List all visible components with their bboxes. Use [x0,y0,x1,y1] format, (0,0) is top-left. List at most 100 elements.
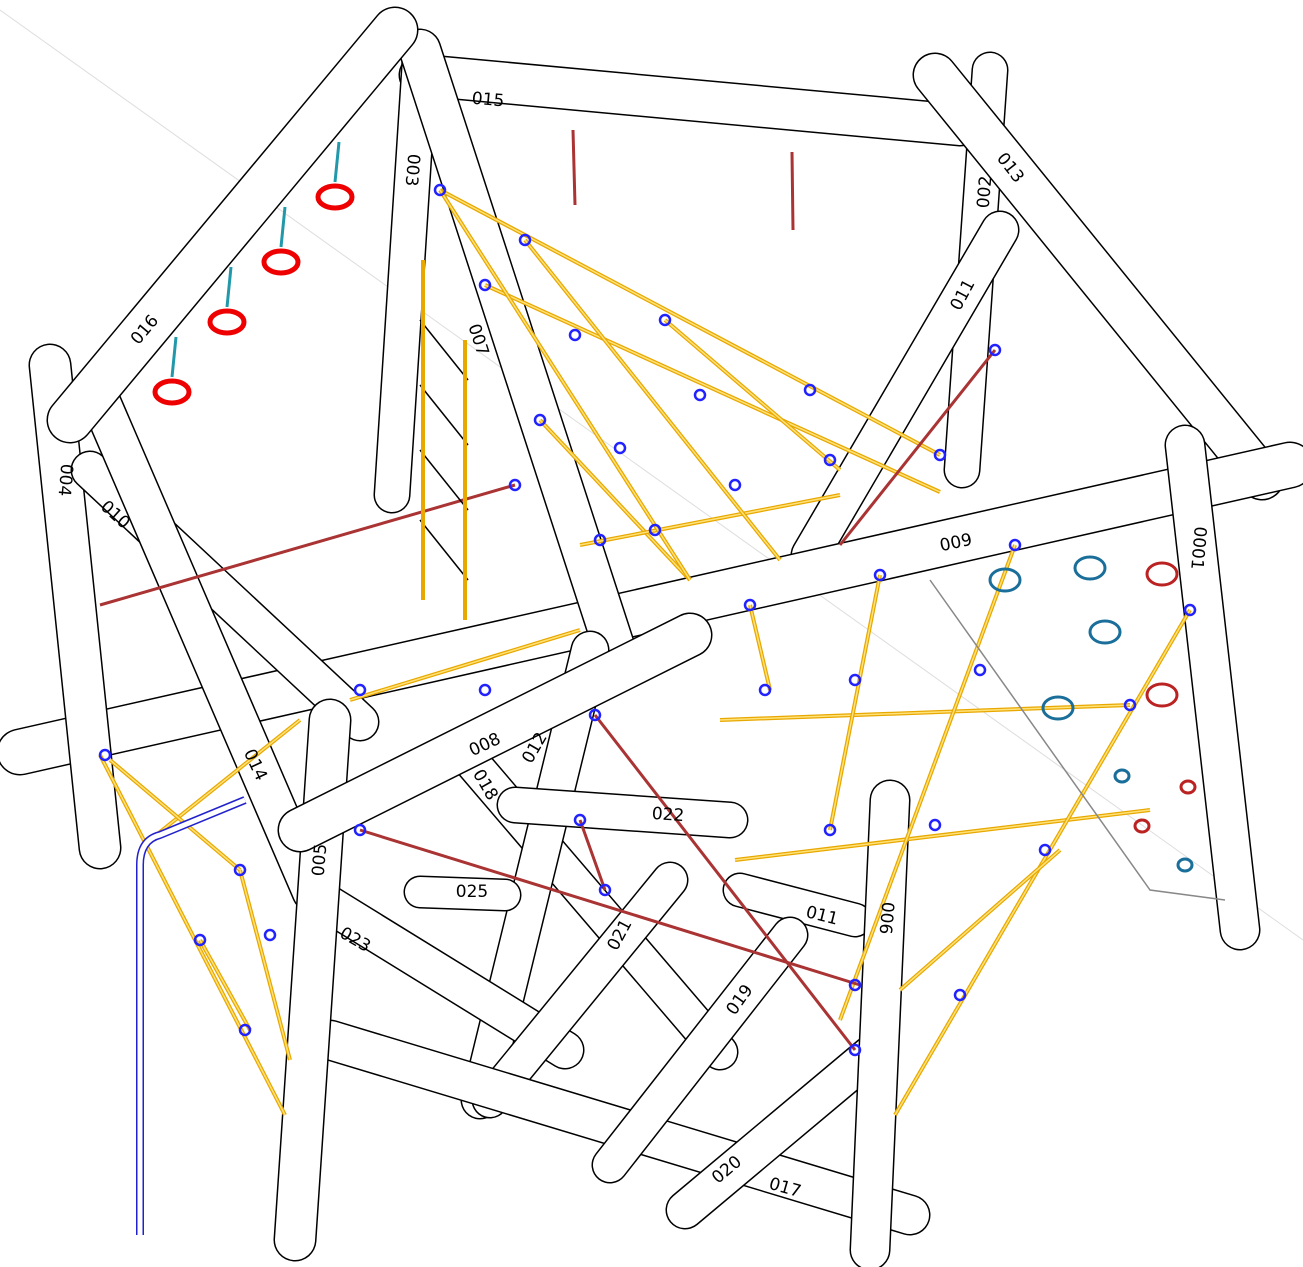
fitting [953,988,967,1002]
part-label: 004 [54,463,77,497]
log-body [375,43,437,512]
ring-chain [225,266,233,308]
net-rope-core [839,544,1016,1021]
rod [593,714,857,1051]
net-rope-core [199,939,251,1031]
fitting [433,183,447,197]
part-label: 006 [875,901,898,935]
rod [571,129,577,206]
fitting [353,823,367,837]
net-rope-core [149,719,301,841]
net-rope-core [484,284,941,493]
net-rope-core [749,604,771,691]
fitting [1183,603,1197,617]
fitting [533,413,547,427]
fitting [1038,843,1052,857]
fitting [758,683,772,697]
rod [578,819,607,891]
net-rope-core [239,869,291,1061]
log-body [498,788,747,837]
climbing-hold [1176,857,1194,873]
part-label: 002 [974,175,997,209]
ring [207,308,247,336]
ring [261,248,301,276]
slide-pipe-inner [137,797,246,1235]
net-rope-core [899,849,1061,991]
log-body [48,8,417,442]
log-body [312,887,583,1068]
ladder-rung [419,519,469,581]
fitting [98,748,112,762]
climbing-hold [1133,818,1151,834]
fitting [658,313,672,327]
part-label: 005 [309,843,332,877]
ladder-rung [419,384,469,446]
climbing-hold [1041,695,1075,721]
climbing-hold [1145,561,1179,587]
wall-outline [929,579,1226,901]
fitting [193,933,207,947]
fitting [508,478,522,492]
fitting [233,863,247,877]
net-rope-core [439,189,691,581]
net-rope-core [829,574,881,831]
ring-chain [279,206,287,248]
rod [838,349,997,546]
fitting [598,883,612,897]
net-rope-core [109,759,241,871]
log-body [724,874,871,936]
fitting [693,388,707,402]
net-rope-core [664,319,841,471]
fitting [803,383,817,397]
fitting [568,328,582,342]
log-body [400,30,635,670]
fitting [573,813,587,827]
fitting [848,673,862,687]
fitting [873,568,887,582]
fitting [823,453,837,467]
net-rope-core [99,754,286,1116]
rod [790,151,795,231]
net-rope-core [734,809,1151,861]
fitting [848,1043,862,1057]
logs [0,6,1303,1267]
ring-chain [333,141,341,183]
part-label: 003 [401,153,424,187]
fitting [988,343,1002,357]
fitting [353,683,367,697]
fitting [648,523,662,537]
fitting [928,818,942,832]
climbing-hold [1145,682,1179,708]
nets [98,188,1192,1117]
rod [99,483,516,607]
fitting [613,441,627,455]
part-label: 022 [651,804,685,826]
log-body [1166,426,1259,949]
net-rope-core [894,609,1191,1116]
fitting [1123,698,1137,712]
fitting [743,598,757,612]
ring [315,183,355,211]
fitting [588,708,602,722]
fitting [933,448,947,462]
part-label: 0001 [1186,526,1210,571]
extras [98,129,1226,1235]
fitting [478,683,492,697]
fitting [478,278,492,292]
log-body [400,55,980,145]
fitting [823,823,837,837]
ring-chain [170,336,178,378]
fitting [973,663,987,677]
fitting [593,533,607,547]
fitting [238,1023,252,1037]
rod [359,828,861,987]
log-body [851,781,909,1267]
net-rope-core [524,239,781,561]
part-label: 025 [456,882,488,902]
climbing-hold [1073,555,1107,581]
log-body [81,381,331,911]
fitting [263,928,277,942]
fitting [848,978,862,992]
part-label: 015 [471,89,505,112]
log-body [593,918,807,1182]
